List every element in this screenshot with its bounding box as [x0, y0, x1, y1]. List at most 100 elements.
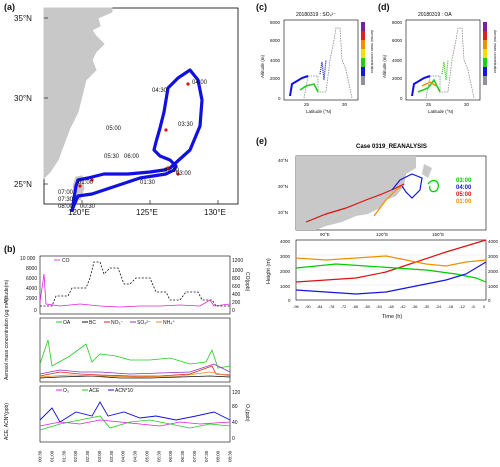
time-tick-label: 07:30	[204, 450, 209, 462]
svg-text:01:00: 01:00	[456, 199, 472, 205]
hour-tick-label: -54	[376, 304, 383, 309]
hour-tick-label: -60	[364, 304, 371, 309]
trajectory-blue	[391, 173, 423, 199]
time-tick-label: 02:30	[85, 450, 90, 462]
trajectory-green	[427, 179, 439, 193]
time-tick-label: 04:30	[133, 450, 138, 462]
svg-text:1000: 1000	[280, 284, 291, 289]
svg-text:0: 0	[400, 96, 403, 101]
alt-tick: 8000	[26, 266, 37, 272]
time-tick-label: 08:00	[216, 450, 221, 462]
panel-e-title: Case 0319_REANALYSIS	[356, 144, 427, 150]
height-green	[295, 263, 487, 283]
hour-tick-label: -6	[471, 304, 475, 309]
hour-tick-label: -36	[412, 304, 419, 309]
no3-line	[39, 365, 231, 377]
hour-tick-label: -42	[400, 304, 407, 309]
time-label: 05:00	[106, 126, 122, 132]
time-label: 03:30	[178, 122, 194, 128]
legend-ace: ACE	[89, 388, 100, 394]
svg-text:25: 25	[304, 102, 310, 107]
panel-a-label: (a)	[4, 2, 15, 12]
hour-tick-label: -18	[447, 304, 454, 309]
svg-text:05:00: 05:00	[456, 192, 472, 198]
time-label: 03:00	[176, 171, 192, 177]
panel-c-ylabel: Altitude (m)	[260, 54, 265, 78]
time-tick-label: 04:00	[121, 450, 126, 462]
time-tick-label: 02:00	[73, 450, 78, 462]
panel-e-xlabel: Time (h)	[382, 314, 402, 320]
svg-text:90°E: 90°E	[320, 232, 330, 237]
panel-d: (d) 20180319 : OA 8000 6000 4000 2000 0 …	[378, 0, 500, 130]
panel-a: (a) 35°N 30°N 25°N 120°E 125°E 130°E 04:…	[0, 0, 250, 240]
lat-tick-30: 30°N	[14, 94, 32, 103]
svg-text:6000: 6000	[392, 38, 403, 43]
svg-text:4000: 4000	[280, 239, 291, 244]
acn-line	[39, 401, 231, 423]
alt-tick: 4000	[26, 286, 37, 292]
svg-text:3000: 3000	[280, 254, 291, 259]
lon-tick-125: 125°E	[136, 208, 158, 217]
so4-line	[39, 363, 231, 375]
panel-d-cbar-label: Aerosol mass concentration	[493, 30, 497, 73]
hour-tick-label: -84	[317, 304, 324, 309]
time-tick-label: 06:00	[168, 450, 173, 462]
legend-no3: NO₃⁻	[111, 320, 124, 326]
o3-tick: 40	[232, 420, 238, 426]
ace-line	[39, 415, 231, 431]
hour-tick-label: -30	[424, 304, 431, 309]
legend-co: CO	[62, 258, 70, 264]
co-tick: 400	[232, 292, 241, 298]
time-label: 01:00	[78, 180, 94, 186]
time-label: 06:00	[124, 154, 140, 160]
time-tick-label: 07:00	[192, 450, 197, 462]
panel-c-xlabel: Latitude (°N)	[306, 109, 332, 114]
svg-text:20°N: 20°N	[278, 210, 288, 215]
height-blue	[295, 261, 487, 295]
alt-tick: 6000	[26, 276, 37, 282]
altitude-line	[40, 261, 230, 307]
svg-text:30: 30	[342, 102, 348, 107]
svg-text:30: 30	[464, 102, 470, 107]
hour-tick-label: -66	[352, 304, 359, 309]
time-tick-label: 06:30	[180, 450, 185, 462]
flight-track-map	[43, 7, 239, 213]
ace-axis-title: ACE, ACN*(ppb)	[4, 403, 10, 440]
co-tick: 600	[232, 284, 241, 290]
panel-d-ylabel: Altitude (m)	[382, 54, 387, 78]
svg-text:04:00: 04:00	[456, 185, 472, 191]
panel-c: (c) 20180319 : SO₄²⁻ 8000 6000 4000 2000…	[256, 0, 374, 130]
time-tick-label: 05:30	[156, 450, 161, 462]
time-label: 02:30	[164, 168, 180, 174]
aerosol-axis-title: Aerosol mass concentration (μg m⁻³)	[4, 298, 10, 380]
panel-e: (e) Case 0319_REANALYSIS 03:00 04:00 05:…	[256, 134, 500, 384]
svg-text:150°E: 150°E	[432, 232, 444, 237]
svg-text:4000: 4000	[270, 58, 281, 63]
svg-text:6000: 6000	[270, 38, 281, 43]
alt-tick: 2000	[26, 296, 37, 302]
co-tick: 800	[232, 276, 241, 282]
svg-text:120°E: 120°E	[376, 232, 388, 237]
panel-d-xlabel: Latitude (°N)	[428, 109, 454, 114]
land-mainland	[43, 7, 113, 180]
o3-line	[39, 419, 231, 427]
time-markers	[78, 82, 190, 188]
svg-text:8000: 8000	[270, 20, 281, 25]
o3-tick: 80	[232, 404, 238, 410]
alt-tick: 10 000	[20, 256, 36, 262]
height-orange	[295, 255, 487, 267]
panel-d-label: (d)	[378, 2, 390, 12]
bc-line	[39, 375, 231, 379]
svg-text:4000: 4000	[392, 58, 403, 63]
time-tick-label: 05:00	[144, 450, 149, 462]
panel-c-cbar-label: Aerosol mass concentration	[370, 30, 374, 73]
svg-text:03:00: 03:00	[456, 178, 472, 184]
legend-bc: BC	[89, 320, 96, 326]
lat-tick-35: 35°N	[14, 14, 32, 23]
time-label: 00:30	[80, 204, 96, 210]
time-tick-label: 00:30	[38, 450, 43, 462]
svg-text:2000: 2000	[270, 76, 281, 81]
o3-tick: 120	[232, 390, 241, 396]
hour-tick-label: -90	[305, 304, 312, 309]
alt-axis-title: Altitude(m)	[4, 279, 10, 304]
